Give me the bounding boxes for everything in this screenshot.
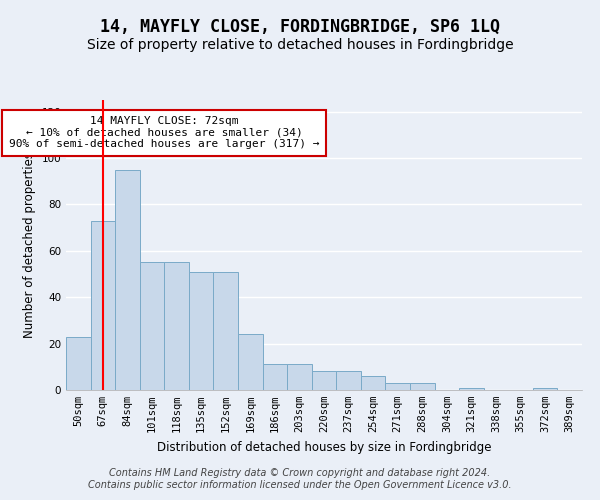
Text: 14 MAYFLY CLOSE: 72sqm
← 10% of detached houses are smaller (34)
90% of semi-det: 14 MAYFLY CLOSE: 72sqm ← 10% of detached… (9, 116, 320, 150)
Text: 14, MAYFLY CLOSE, FORDINGBRIDGE, SP6 1LQ: 14, MAYFLY CLOSE, FORDINGBRIDGE, SP6 1LQ (100, 18, 500, 36)
Bar (533, 388, 557, 390)
Bar (189, 272, 214, 390)
Bar (115, 170, 140, 390)
Bar (385, 383, 410, 390)
Bar (91, 220, 115, 390)
Text: Size of property relative to detached houses in Fordingbridge: Size of property relative to detached ho… (86, 38, 514, 52)
X-axis label: Distribution of detached houses by size in Fordingbridge: Distribution of detached houses by size … (157, 440, 491, 454)
Y-axis label: Number of detached properties: Number of detached properties (23, 152, 36, 338)
Bar (312, 372, 336, 390)
Text: Contains HM Land Registry data © Crown copyright and database right 2024.
Contai: Contains HM Land Registry data © Crown c… (88, 468, 512, 490)
Bar (361, 376, 385, 390)
Bar (164, 262, 189, 390)
Bar (410, 383, 434, 390)
Bar (263, 364, 287, 390)
Bar (336, 372, 361, 390)
Bar (214, 272, 238, 390)
Bar (66, 336, 91, 390)
Bar (140, 262, 164, 390)
Bar (238, 334, 263, 390)
Bar (287, 364, 312, 390)
Bar (459, 388, 484, 390)
